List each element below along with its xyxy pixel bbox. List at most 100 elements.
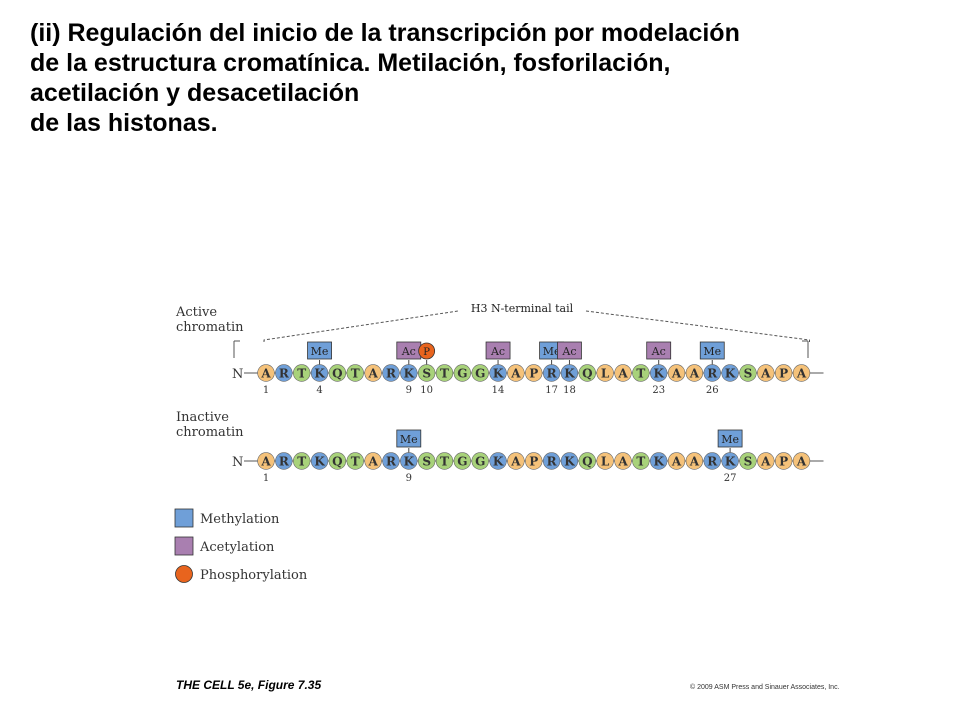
residue-circle [596,364,614,382]
residue-circle [489,364,507,382]
residue-letter: S [744,367,753,381]
residue-letter: A [510,367,521,381]
residue-letter: R [547,367,558,381]
methylation-mark [717,429,743,448]
residue-letter: T [351,455,360,469]
residue-letter: P [529,367,538,381]
residue-circle [382,452,400,470]
residue-letter: A [760,455,771,469]
residue-letter: S [422,367,431,381]
residue-circle [596,452,614,470]
residue-circle [257,364,275,382]
residue-circle [542,364,561,382]
residue-letter: K [725,367,736,381]
residue-letter: R [279,455,290,469]
residue-letter: T [297,455,306,469]
residue-circle [703,452,721,470]
residue-circle [382,364,400,382]
residue-circle [685,364,704,382]
residue-circle [364,452,382,470]
copyright-notice: © 2009 ASM Press and Sinauer Associates,… [690,684,840,691]
legend-label: Phosphorylation [200,568,308,583]
residue-letter: Q [582,455,592,469]
residue-letter: R [386,455,397,469]
mark-label: Me [543,345,561,358]
residue-circle [417,364,436,382]
residue-circle [667,364,686,382]
residue-letter: K [564,367,575,381]
residue-letter: P [779,367,788,381]
row-label: Inactive [176,410,229,425]
position-number: 1 [263,473,269,484]
residue-letter: A [367,455,378,469]
residue-letter: S [422,455,431,469]
mark-label: Me [311,345,329,358]
residue-circle [578,364,596,382]
residue-circle [346,452,364,470]
residue-circle [649,364,668,382]
title-line: (ii) Regulación del inicio de la transcr… [30,19,740,47]
residue-circle [721,364,739,382]
position-number: 9 [406,385,412,396]
residue-letter: R [707,367,718,381]
residue-circle [757,452,775,470]
residue-letter: L [601,455,610,469]
methylation-mark [307,341,332,360]
mark-label: Me [400,433,418,446]
n-terminus-label: N [232,455,243,470]
residue-circle [774,452,793,470]
position-number: 4 [316,385,322,396]
residue-letter: K [404,455,415,469]
residue-circle [400,452,418,470]
residue-circle [507,364,525,382]
title-line: de las histonas. [30,109,218,137]
position-number: 17 [545,385,558,396]
residue-circle [703,364,721,382]
residue-circle [453,452,472,470]
figure-caption: THE CELL 5e, Figure 7.35 [176,678,322,692]
mark-label: Ac [651,345,666,358]
residue-letter: A [796,367,807,381]
position-number: 27 [724,473,737,484]
residue-circle [275,452,293,470]
position-number: 14 [492,385,505,396]
residue-circle [525,452,543,470]
residue-letter: K [653,455,664,469]
residue-circle [792,452,811,470]
residue-letter: G [457,455,467,469]
tail-bracket-right [585,310,810,342]
residue-letter: K [493,367,504,381]
residue-circle [685,452,704,470]
residue-letter: S [744,455,753,469]
acetylation-mark [557,341,582,360]
mark-label: Ac [401,345,416,358]
tail-bracket-left [263,310,459,342]
residue-letter: P [779,455,788,469]
legend-acetylation-swatch [174,536,194,556]
position-number: 1 [263,385,269,396]
residue-letter: K [564,455,575,469]
residue-circle [346,364,364,382]
residue-letter: A [671,367,682,381]
legend-methylation-swatch [174,508,194,528]
residue-letter: A [796,455,807,469]
residue-letter: A [671,455,682,469]
mark-label: Ac [561,345,576,358]
position-number: 9 [406,473,412,484]
residue-letter: Q [332,367,342,381]
residue-letter: A [617,455,628,469]
residue-circle [417,452,436,470]
row-label: chromatin [176,320,244,335]
residue-circle [471,364,489,382]
position-number: 18 [563,385,576,396]
methylation-mark [699,341,725,360]
phosphorylation-mark [418,342,436,360]
residue-letter: T [636,455,645,469]
residue-circle [739,364,757,382]
residue-circle [649,452,668,470]
residue-circle [435,364,454,382]
residue-circle [293,364,311,382]
mark-label: Me [721,433,739,446]
residue-letter: T [440,455,449,469]
